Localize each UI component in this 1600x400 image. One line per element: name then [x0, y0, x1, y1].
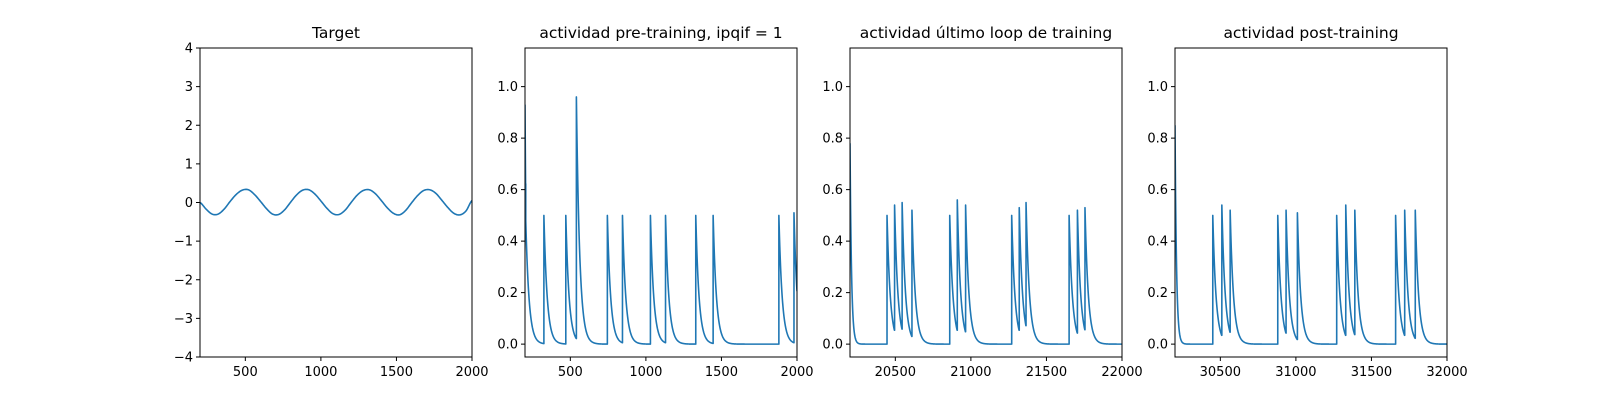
y-tick-label: 1.0: [1147, 80, 1168, 95]
y-tick-label: 0.6: [822, 183, 843, 198]
axes-frame: [524, 47, 798, 358]
x-tick-label: 500: [558, 365, 583, 380]
subplot-3: 20500 21000 21500 22000 0.0 0.2 0.4 0.6 0.8 1.0 ac…: [822, 24, 1142, 380]
chart-title: actividad pre-training, ipqif = 1: [539, 24, 782, 42]
y-tick-label: −3: [174, 312, 193, 327]
series-line: [1175, 125, 1447, 345]
y-tick-label: 0.0: [497, 338, 518, 353]
y-tick-label: −2: [174, 273, 193, 288]
x-tick-label: 21000: [950, 365, 991, 380]
x-tick-label: 22000: [1101, 365, 1142, 380]
y-tick-label: 4: [185, 42, 193, 57]
x-tick-label: 1000: [629, 365, 662, 380]
y-tick-label: 0.2: [1147, 286, 1168, 301]
axes-frame: [849, 47, 1123, 358]
y-tick-label: 0.4: [497, 235, 518, 250]
series-line: [850, 143, 1122, 345]
y-tick-label: 1.0: [497, 80, 518, 95]
y-tick-label: 3: [185, 80, 193, 95]
y-tick-label: 0.0: [822, 338, 843, 353]
x-tick-label: 30500: [1200, 365, 1241, 380]
y-tick-label: 0.0: [1147, 338, 1168, 353]
series-line: [525, 96, 797, 345]
chart-title: Target: [311, 24, 360, 42]
y-tick-label: 1.0: [822, 80, 843, 95]
y-tick-label: 0.6: [497, 183, 518, 198]
y-tick-label: 2: [185, 119, 193, 134]
x-tick-label: 1500: [705, 365, 738, 380]
y-tick-label: 0.6: [1147, 183, 1168, 198]
subplot-1: 500 1000 1500 2000 −4 −3 −2 −1 0 1 2 3 4 Target: [174, 24, 489, 380]
y-tick-label: −1: [174, 235, 193, 250]
y-tick-label: 0.4: [822, 235, 843, 250]
x-tick-label: 31000: [1275, 365, 1316, 380]
x-tick-label: 500: [233, 365, 258, 380]
chart-title: actividad último loop de training: [860, 24, 1112, 42]
y-tick-label: 0.8: [822, 132, 843, 147]
chart-title: actividad post-training: [1223, 24, 1398, 42]
series-line: [200, 188, 472, 216]
y-tick-label: −4: [174, 351, 193, 366]
x-tick-label: 21500: [1026, 365, 1067, 380]
y-tick-label: 0.2: [822, 286, 843, 301]
x-tick-label: 1000: [304, 365, 337, 380]
x-tick-label: 20500: [875, 365, 916, 380]
y-tick-label: 0.8: [1147, 132, 1168, 147]
subplot-2: 500 1000 1500 2000 0.0 0.2 0.4 0.6 0.8 1.0 activid…: [497, 24, 813, 380]
x-tick-label: 32000: [1426, 365, 1467, 380]
y-tick-label: 0.4: [1147, 235, 1168, 250]
y-tick-label: 1: [185, 157, 193, 172]
y-tick-label: 0.2: [497, 286, 518, 301]
x-tick-label: 2000: [780, 365, 813, 380]
subplot-4: 30500 31000 31500 32000 0.0 0.2 0.4 0.6 0.8 1.0 ac…: [1147, 24, 1467, 380]
x-tick-label: 31500: [1351, 365, 1392, 380]
y-tick-label: 0: [185, 196, 193, 211]
x-tick-label: 1500: [380, 365, 413, 380]
y-tick-label: 0.8: [497, 132, 518, 147]
axes-frame: [1174, 47, 1448, 358]
x-tick-label: 2000: [455, 365, 488, 380]
